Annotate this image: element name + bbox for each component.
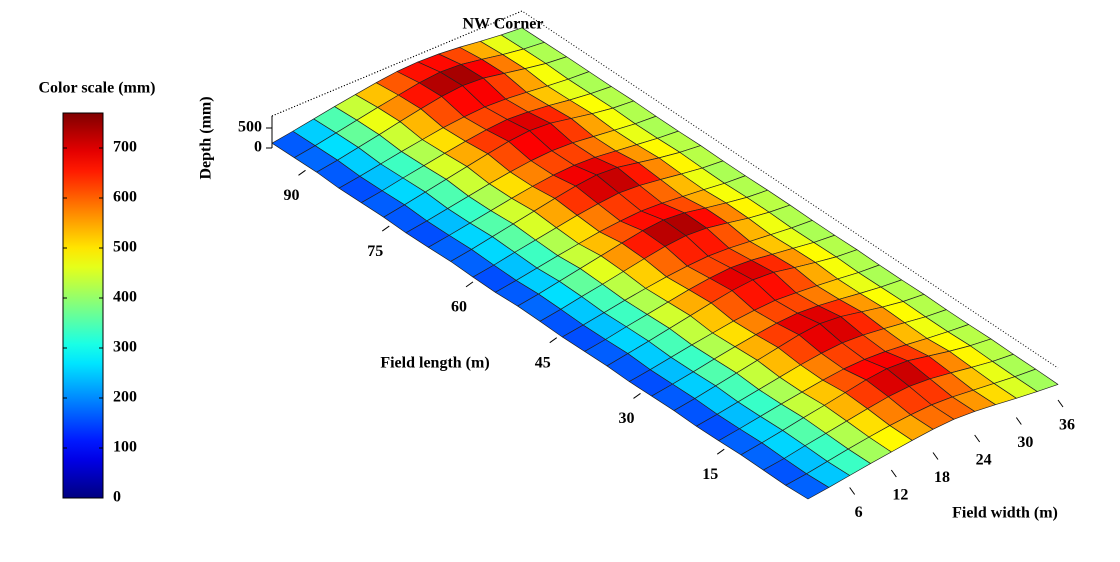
- z-tick-label: 0: [254, 139, 262, 156]
- x-tick: [974, 434, 981, 443]
- y-tick-label: 45: [535, 354, 551, 371]
- x-tick: [849, 487, 856, 495]
- colorbar-tick-label: 500: [113, 239, 137, 256]
- x-tick-label: 6: [855, 504, 863, 521]
- y-tick: [716, 448, 725, 455]
- y-tick: [381, 225, 390, 232]
- y-tick: [465, 281, 474, 288]
- x-tick-label: 18: [934, 469, 950, 486]
- x-tick-label: 36: [1059, 417, 1075, 434]
- y-tick-label: 75: [367, 243, 383, 260]
- x-tick-label: 24: [976, 452, 992, 469]
- x-tick-label: 30: [1017, 434, 1033, 451]
- colorbar-tick-label: 600: [113, 189, 137, 206]
- colorbar-tick-label: 400: [113, 289, 137, 306]
- chart-title: NW Corner: [462, 16, 543, 33]
- y-tick: [633, 393, 641, 399]
- y-tick-label: 60: [451, 299, 467, 316]
- colorbar-tick-label: 100: [113, 439, 137, 456]
- axis-box-edge: [271, 10, 523, 117]
- x-tick: [932, 452, 939, 460]
- z-axis-label: Depth (mm): [198, 96, 215, 179]
- x-axis-label: Field width (m): [952, 505, 1058, 522]
- colorbar-tick-label: 200: [113, 389, 137, 406]
- y-axis-label: Field length (m): [380, 355, 489, 372]
- x-tick: [890, 469, 897, 478]
- y-tick-label: 30: [619, 410, 635, 427]
- surface: [271, 27, 1059, 500]
- x-tick: [1015, 417, 1022, 425]
- colorbar: [62, 112, 104, 499]
- x-tick: [1057, 399, 1064, 408]
- colorbar-tick-label: 300: [113, 339, 137, 356]
- z-tick-label: 500: [238, 119, 262, 136]
- y-tick: [298, 169, 306, 176]
- y-tick-label: 15: [702, 466, 718, 483]
- y-tick: [549, 337, 558, 344]
- colorbar-title: Color scale (mm): [39, 80, 156, 97]
- colorbar-tick-label: 700: [113, 139, 137, 156]
- y-tick-label: 90: [284, 187, 300, 204]
- colorbar-tick-label: 0: [113, 489, 121, 506]
- x-tick-label: 12: [892, 487, 908, 504]
- surface-cell: [785, 473, 830, 500]
